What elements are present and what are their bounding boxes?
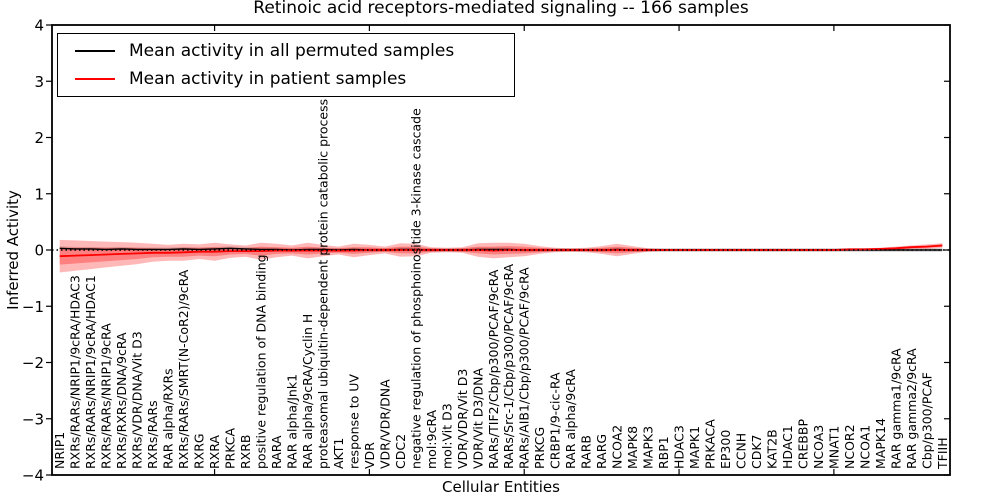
y-tick-label: 4: [34, 17, 44, 35]
x-tick-label: CDC2: [393, 434, 408, 469]
x-tick-label: RARG: [594, 434, 609, 469]
x-tick-label: HDAC3: [672, 425, 687, 469]
x-tick-label: mol:Vit D3: [439, 403, 454, 469]
x-tick-label: NCOA1: [857, 425, 872, 469]
y-tick-label: −4: [22, 467, 44, 485]
y-tick-label: 2: [34, 129, 44, 147]
y-tick-label: 3: [34, 73, 44, 91]
x-tick-label: CCNH: [734, 433, 749, 469]
x-tick-label: KAT2B: [764, 429, 779, 469]
x-tick-label: negative regulation of phosphoinositide …: [408, 108, 423, 469]
patient-outer-band: [59, 239, 943, 273]
x-tick-label: RAR alpha/RXRs: [161, 368, 176, 469]
x-tick-label: CRBP1/9-cic-RA: [548, 372, 563, 469]
x-tick-label: AKT1: [331, 438, 346, 469]
x-tick-label: MAPK3: [641, 426, 656, 469]
legend-item-permuted: Mean activity in all permuted samples: [75, 41, 514, 61]
x-tick-label: RARs/AIB1/Cbp/p300/PCAF/9cRA: [517, 267, 532, 469]
x-tick-label: VDR/Vit D3/DNA: [470, 368, 485, 469]
legend-item-patient: Mean activity in patient samples: [75, 69, 514, 89]
x-tick-label: Cbp/p300/PCAF: [919, 372, 934, 469]
x-tick-label: PRKACA: [703, 419, 718, 469]
x-tick-label: MAPK14: [873, 418, 888, 469]
x-tick-label: RXRs/RARs/SMRT(N-CoR2)/9cRA: [176, 269, 191, 469]
x-tick-label: MNAT1: [826, 426, 841, 469]
x-tick-label: RXRs/RARs: [145, 400, 160, 469]
x-tick-label: NCOA2: [610, 425, 625, 469]
x-tick-label: RXRs/RARs/NRIP1/9cRA: [99, 323, 114, 469]
x-tick-label: RXRs/RARs/NRIP1/9cRA/HDAC1: [83, 275, 98, 469]
y-tick-label: −3: [22, 410, 44, 428]
x-tick-label: MAPK8: [625, 426, 640, 469]
x-tick-label: proteasomal ubiquitin-dependent protein …: [315, 99, 330, 469]
x-tick-label: EP300: [718, 430, 733, 469]
x-tick-label: NCOR2: [842, 424, 857, 469]
x-tick-label: response to UV: [346, 374, 361, 469]
x-tick-label: NRIP1: [52, 432, 67, 469]
y-tick-label: −1: [22, 298, 44, 316]
x-tick-label: RARB: [579, 435, 594, 469]
legend: Mean activity in all permuted samples Me…: [57, 33, 515, 97]
x-tick-label: VDR/VDR/Vit D3: [455, 369, 470, 469]
x-tick-label: RBP1: [656, 436, 671, 469]
x-tick-label: RXRG: [192, 433, 207, 469]
x-tick-label: RAR gamma2/9cRA: [904, 348, 919, 469]
x-tick-label: PRKCG: [532, 427, 547, 469]
x-tick-label: RAR alpha/9cRA: [563, 369, 578, 469]
x-tick-label: PRKCA: [223, 428, 238, 469]
x-tick-label: RXRA: [207, 435, 222, 469]
x-tick-label: RXRs/RXRs/DNA/9cRA: [114, 332, 129, 469]
x-tick-label: HDAC1: [780, 425, 795, 469]
legend-label-permuted: Mean activity in all permuted samples: [129, 41, 455, 62]
legend-line-patient-icon: [75, 77, 115, 80]
x-tick-label: RXRs/RARs/NRIP1/9cRA/HDAC3: [68, 275, 83, 469]
x-tick-label: RARA: [269, 435, 284, 469]
x-tick-label: RXRB: [238, 434, 253, 469]
y-axis-label: Inferred Activity: [4, 190, 22, 310]
chart-title: Retinoic acid receptors-mediated signali…: [253, 0, 749, 18]
x-tick-label: VDR/VDR/DNA: [377, 379, 392, 469]
x-tick-label: VDR: [362, 442, 377, 469]
x-tick-label: CREBBP: [795, 419, 810, 469]
y-tick-label: 1: [34, 185, 44, 203]
x-tick-label: RXRs/VDR/DNA/Vit D3: [130, 331, 145, 469]
y-tick-label: 0: [34, 242, 44, 260]
x-tick-label: positive regulation of DNA binding: [254, 254, 269, 469]
y-tick-label: −2: [22, 354, 44, 372]
x-tick-label: MAPK1: [687, 426, 702, 469]
legend-line-permuted-icon: [75, 50, 115, 53]
legend-label-patient: Mean activity in patient samples: [129, 68, 407, 89]
x-tick-label: TFIIH: [935, 437, 950, 470]
x-tick-label: RAR alpha/Jnk1: [285, 374, 300, 469]
x-axis-label: Cellular Entities: [442, 478, 560, 496]
x-tick-label: CDK7: [749, 434, 764, 469]
x-tick-label: mol:9cRA: [424, 409, 439, 469]
x-tick-label: RARs/TIF2/Cbp/p300/PCAF/9cRA: [486, 269, 501, 469]
x-tick-label: NCOA3: [811, 425, 826, 469]
x-tick-label: RAR alpha/9cRA/Cyclin H: [300, 314, 315, 469]
x-tick-label: RARs/Src-1/Cbp/p300/PCAF/9cRA: [501, 263, 516, 469]
x-tick-label: RAR gamma1/9cRA: [888, 348, 903, 469]
